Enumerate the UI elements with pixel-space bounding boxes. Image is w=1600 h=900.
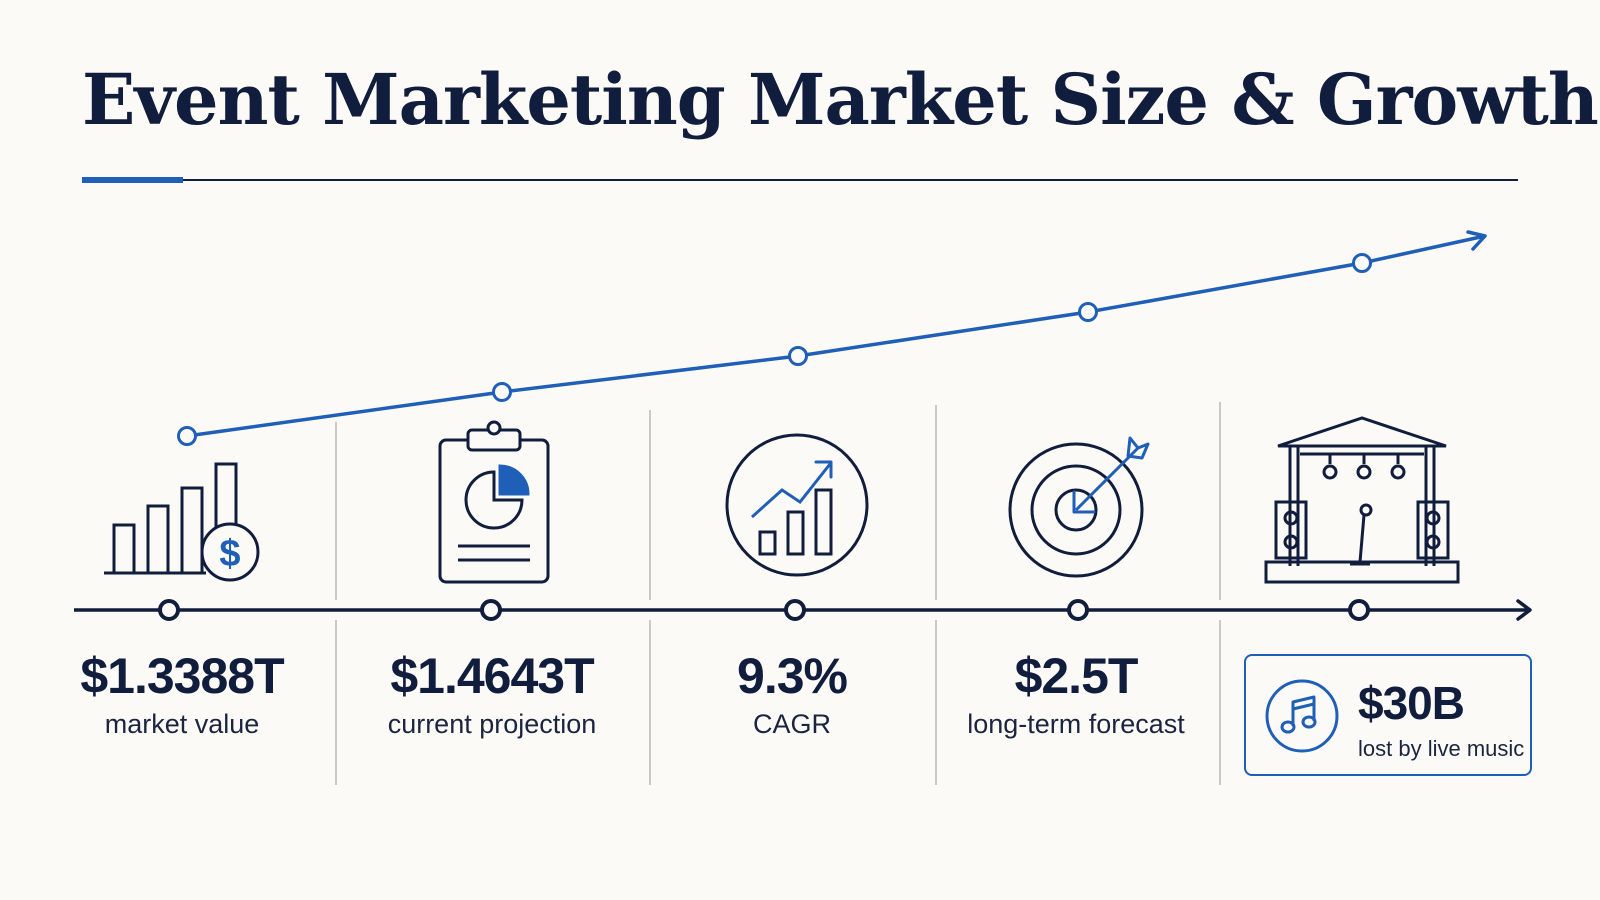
growth-chart-circle-icon (725, 433, 869, 577)
trend-point-4 (1078, 302, 1098, 322)
target-arrow-icon (1008, 436, 1150, 578)
timeline-node-4 (1067, 599, 1089, 621)
callout-live-music-loss: $30B lost by live music (1244, 654, 1532, 776)
stat-label: long-term forecast (967, 709, 1185, 739)
growth-trend-line (177, 230, 1487, 446)
stat-market-value: $1.3388T market value (42, 648, 322, 742)
stat-value: $1.4643T (390, 648, 594, 704)
callout-label: lost by live music (1358, 736, 1525, 761)
stat-value: $2.5T (1014, 648, 1139, 704)
bar-chart-dollar-icon: $ (104, 462, 260, 582)
timeline-node-1 (158, 599, 180, 621)
stat-label: CAGR (752, 709, 831, 739)
stat-value: 9.3% (737, 648, 848, 704)
timeline-arrowhead (1516, 599, 1532, 621)
timeline-node-3 (784, 599, 806, 621)
timeline-node-5 (1348, 599, 1370, 621)
trend-point-3 (788, 346, 808, 366)
clipboard-pie-chart-icon (438, 420, 550, 584)
stat-value: $1.3388T (80, 648, 284, 704)
timeline-node-2 (480, 599, 502, 621)
trend-arrowhead (1466, 230, 1487, 251)
stat-cagr: 9.3% CAGR (652, 648, 932, 742)
music-note-icon (1264, 678, 1340, 754)
page-title: Event Marketing Market Size & Growth (82, 58, 1599, 141)
callout-value: $30B (1358, 677, 1465, 729)
stat-long-term-forecast: $2.5T long-term forecast (936, 648, 1216, 742)
timeline-axis (74, 599, 1532, 621)
stat-current-projection: $1.4643T current projection (352, 648, 632, 742)
concert-stage-icon (1264, 416, 1460, 584)
trend-point-2 (492, 382, 512, 402)
svg-text:$: $ (219, 533, 240, 575)
stat-label: current projection (387, 709, 597, 739)
stat-label: market value (104, 709, 260, 739)
trend-point-1 (177, 426, 197, 446)
trend-point-5 (1352, 253, 1372, 273)
column-dividers (335, 402, 1221, 785)
